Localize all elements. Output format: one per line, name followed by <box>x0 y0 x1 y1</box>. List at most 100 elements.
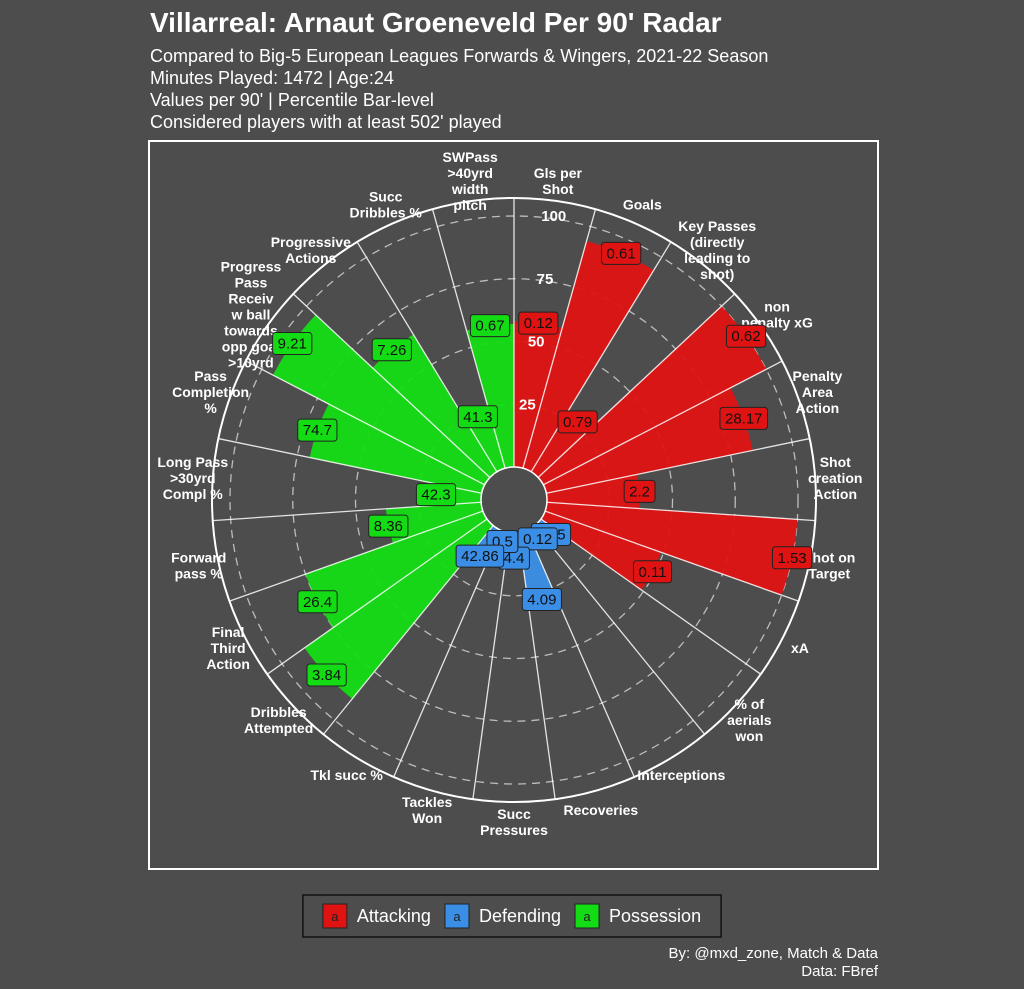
value-label: 7.26 <box>377 342 406 359</box>
legend-key <box>322 903 348 929</box>
legend-key <box>444 903 470 929</box>
legend-label: Possession <box>609 906 701 926</box>
category-label: Pass Completion% <box>172 368 249 416</box>
spoke <box>526 530 635 778</box>
category-label: Succ Dribbles % <box>350 189 423 221</box>
value-label-box <box>371 338 412 362</box>
legend-key-text: a <box>583 909 591 924</box>
value-label: 2.2 <box>629 483 650 500</box>
legend-key-text: a <box>331 909 339 924</box>
category-label: Key Passes (directly leading to shot) <box>678 218 756 282</box>
category-label: Tkl succ % <box>311 767 384 783</box>
category-label: xA <box>791 640 809 656</box>
spoke <box>534 525 706 735</box>
value-label-box <box>272 331 313 355</box>
legend-key-text: a <box>453 909 461 924</box>
category-label: Goals <box>623 197 662 213</box>
category-label: Long Pass >30yrd Compl % <box>157 454 228 502</box>
value-label: 74.7 <box>303 422 332 439</box>
bar <box>538 306 767 485</box>
r-tick-label: 25 <box>519 396 536 413</box>
value-label-box <box>771 546 813 570</box>
value-label: 0.12 <box>524 315 553 332</box>
category-label: Tackles Won <box>402 794 453 826</box>
panel-border <box>148 140 879 870</box>
value-label-box <box>632 560 673 584</box>
subtitle: Compared to Big-5 European Leagues Forwa… <box>150 46 768 66</box>
value-label: 0.61 <box>607 245 636 262</box>
legend-box <box>302 894 722 938</box>
category-label: Dribbles Attempted <box>244 704 313 736</box>
spoke <box>292 293 491 478</box>
value-label-box <box>469 314 511 338</box>
bar <box>385 502 483 543</box>
spoke <box>472 532 511 800</box>
r-tick-label: 100 <box>541 208 566 225</box>
bar <box>272 314 490 485</box>
bar <box>372 334 497 478</box>
bar <box>545 502 798 596</box>
legend-label: Defending <box>479 906 561 926</box>
value-label-box <box>455 544 505 568</box>
spoke <box>266 518 488 675</box>
spoke <box>245 360 485 486</box>
value-label-box <box>518 311 559 335</box>
value-label-box <box>557 410 598 434</box>
legend-label: Attacking <box>357 906 431 926</box>
value-label-box <box>601 241 642 265</box>
category-label: SWPass >40yrd width pitch <box>443 149 498 213</box>
value-label: 1.53 <box>777 550 806 567</box>
value-label-box <box>368 514 409 538</box>
value-label-box <box>457 405 498 429</box>
chart-title: Villarreal: Arnaut Groeneveld Per 90' Ra… <box>150 7 722 38</box>
value-label: 41.3 <box>463 409 492 426</box>
caption: Data: FBref <box>801 963 879 980</box>
value-label-box <box>623 479 656 503</box>
spoke <box>540 518 762 675</box>
spoke <box>356 241 498 473</box>
value-label-box <box>297 590 338 614</box>
value-label: 8.36 <box>374 518 403 535</box>
spoke <box>522 209 597 469</box>
value-label-box <box>521 587 562 611</box>
category-label: Interceptions <box>637 767 725 783</box>
spoke <box>546 501 816 522</box>
category-label: Shot creation Action <box>808 454 862 502</box>
spoke <box>546 437 810 494</box>
bar <box>522 241 654 472</box>
spoke <box>543 360 783 486</box>
spoke <box>537 293 736 478</box>
bar <box>309 403 485 494</box>
value-label-box <box>297 418 338 442</box>
category-label: Gls per Shot <box>534 165 583 197</box>
value-label: 42.86 <box>461 548 499 565</box>
value-label: 0.12 <box>523 531 552 548</box>
r-tick-label: 50 <box>528 334 545 351</box>
category-label: % of aerials won <box>727 696 772 744</box>
spoke <box>393 530 502 778</box>
spoke <box>530 241 672 473</box>
spoke <box>544 510 799 602</box>
value-label-box <box>415 483 457 507</box>
value-label: 0.79 <box>563 414 592 431</box>
category-label: Shot on Target <box>803 550 855 582</box>
value-label: 9.21 <box>278 335 307 352</box>
bar <box>543 387 753 494</box>
bar <box>304 519 494 699</box>
value-label-box <box>306 663 347 687</box>
category-label: Recoveries <box>564 802 639 818</box>
category-label: Penalty Area Action <box>793 368 843 416</box>
bar <box>546 474 640 509</box>
caption: By: @mxd_zone, Match & Data <box>669 945 879 962</box>
spoke <box>229 510 484 602</box>
category-label: Progress Pass Receiv w ball towards opp goal >… <box>221 258 282 370</box>
value-label: 42.3 <box>421 487 450 504</box>
category-label: Final Third Action <box>206 624 250 672</box>
value-label: 26.4 <box>303 594 332 611</box>
legend: a Attacking a Defending a Possession <box>302 894 722 938</box>
value-label: 4.09 <box>527 591 556 608</box>
subtitle: Minutes Played: 1472 | Age:24 <box>150 68 394 88</box>
value-label: 3.84 <box>312 667 341 684</box>
category-label: Forward pass % <box>171 550 226 582</box>
